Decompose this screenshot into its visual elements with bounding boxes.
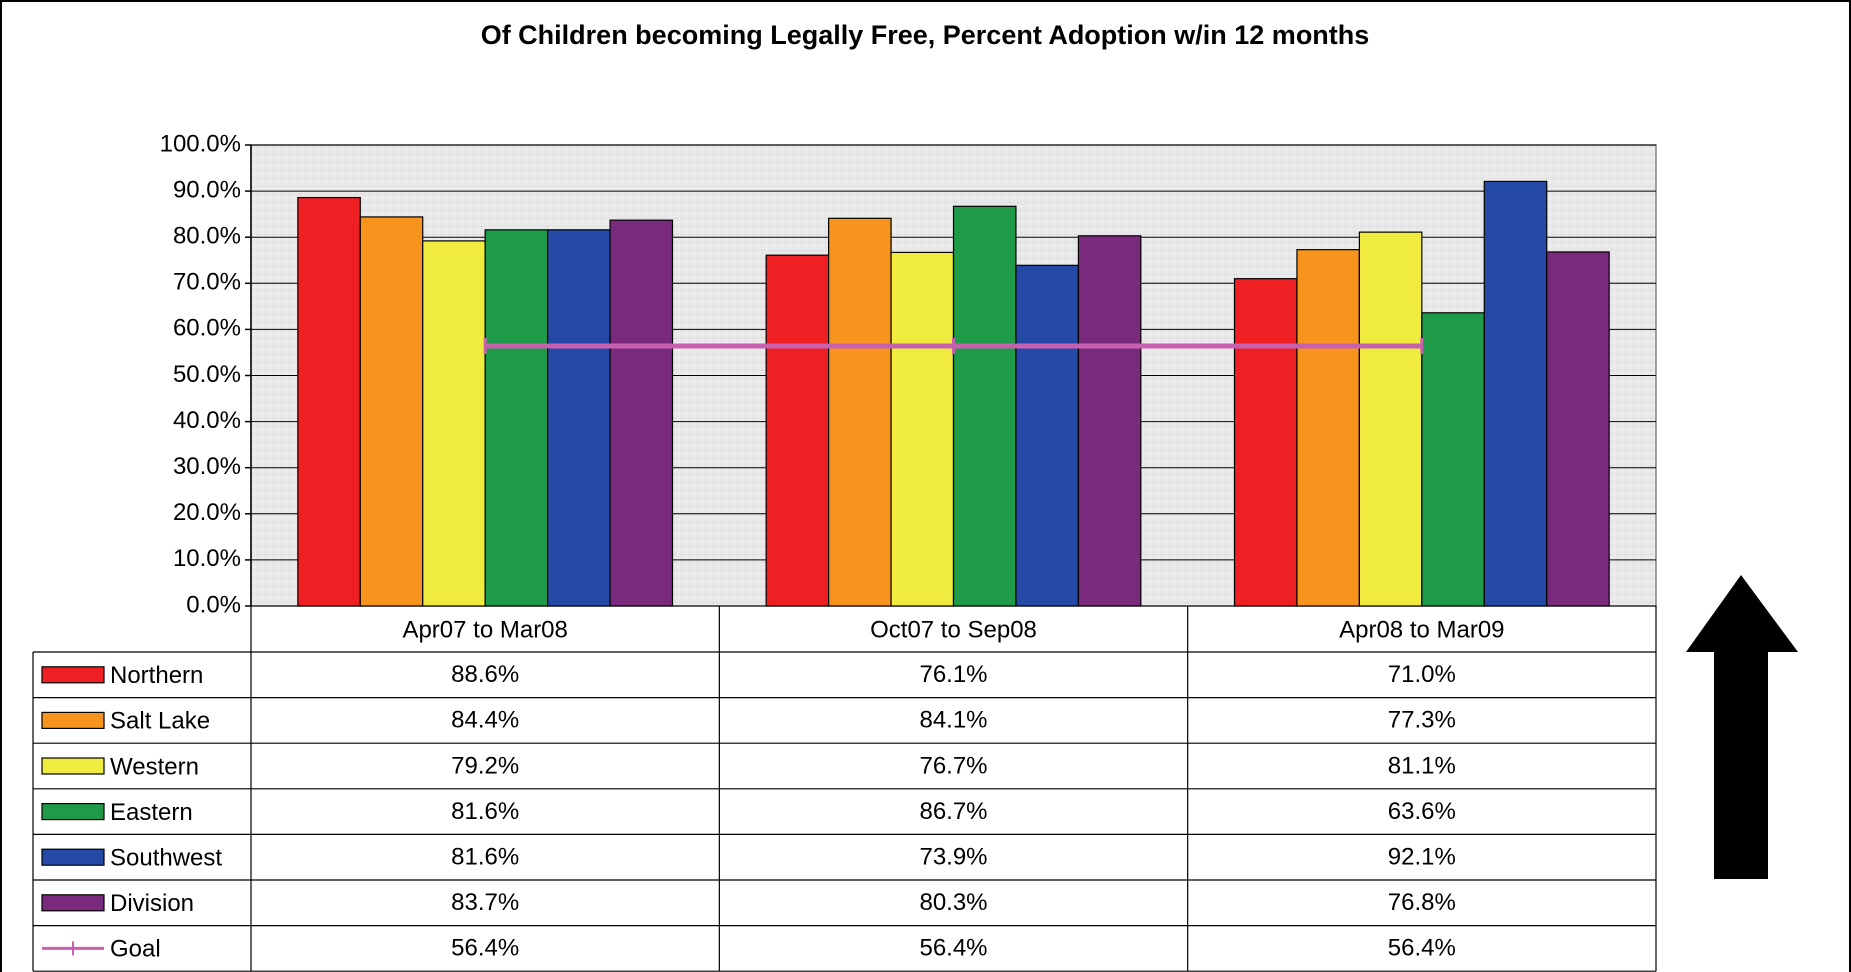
- table-value: 81.1%: [1388, 752, 1456, 779]
- bar: [765, 254, 830, 607]
- table-value: 81.6%: [451, 844, 519, 871]
- table-value: 79.2%: [451, 752, 519, 779]
- y-tick-label: 60.0%: [173, 315, 241, 342]
- legend-swatch: [41, 711, 105, 730]
- bar: [547, 229, 611, 607]
- bar: [609, 219, 674, 607]
- legend-swatch: [41, 848, 105, 866]
- table-value: 63.6%: [1388, 798, 1456, 825]
- legend-label: Southwest: [110, 845, 222, 872]
- y-tick-label: 80.0%: [173, 223, 241, 250]
- bar: [1296, 249, 1360, 607]
- y-tick-label: 30.0%: [173, 453, 241, 480]
- bar: [1077, 235, 1142, 607]
- table-value: 81.6%: [451, 798, 519, 825]
- table-value: 56.4%: [451, 935, 519, 962]
- y-tick-label: 40.0%: [173, 407, 241, 434]
- y-tick-label: 100.0%: [160, 130, 241, 157]
- legend-label: Division: [110, 890, 194, 917]
- table-value: 77.3%: [1388, 707, 1456, 734]
- bar: [1233, 278, 1298, 607]
- table-value: 76.8%: [1388, 889, 1456, 916]
- table-value: 84.4%: [451, 707, 519, 734]
- x-tick-label: Oct07 to Sep08: [870, 616, 1037, 643]
- bar: [484, 229, 549, 607]
- legend-label: Northern: [110, 662, 203, 689]
- y-tick-label: 70.0%: [173, 269, 241, 296]
- bar: [1015, 264, 1079, 607]
- table-value: 76.7%: [919, 752, 987, 779]
- x-tick-label: Apr08 to Mar09: [1339, 616, 1504, 643]
- bar: [297, 196, 361, 607]
- table-value: 56.4%: [919, 935, 987, 962]
- table-value: 80.3%: [919, 889, 987, 916]
- bar: [1358, 231, 1423, 607]
- bar: [1546, 251, 1610, 607]
- table-value: 73.9%: [919, 844, 987, 871]
- x-tick-label: Apr07 to Mar08: [402, 616, 567, 643]
- table-value: 84.1%: [919, 707, 987, 734]
- table-value: 83.7%: [451, 889, 519, 916]
- table-value: 88.6%: [451, 661, 519, 688]
- bar: [422, 240, 486, 607]
- table-value: 76.1%: [919, 661, 987, 688]
- bar: [359, 216, 424, 607]
- bar: [828, 217, 892, 607]
- bar: [1421, 312, 1485, 607]
- table-value: 56.4%: [1388, 935, 1456, 962]
- legend-swatch: [41, 757, 105, 775]
- arrow-icon: [1686, 575, 1798, 879]
- y-tick-label: 10.0%: [173, 545, 241, 572]
- table-value: 92.1%: [1388, 844, 1456, 871]
- bar: [952, 205, 1017, 607]
- bar: [1483, 180, 1548, 607]
- y-tick-label: 90.0%: [173, 176, 241, 203]
- table-value: 86.7%: [919, 798, 987, 825]
- legend-label: Eastern: [110, 799, 193, 826]
- legend-swatch: [41, 666, 105, 684]
- bar: [890, 251, 955, 607]
- legend-label: Goal: [110, 936, 161, 963]
- legend-swatch: [41, 894, 105, 912]
- table-value: 71.0%: [1388, 661, 1456, 688]
- y-tick-label: 20.0%: [173, 499, 241, 526]
- y-tick-label: 0.0%: [186, 591, 241, 618]
- legend-label: Salt Lake: [110, 708, 210, 735]
- legend-swatch: [41, 802, 105, 821]
- legend-label: Western: [110, 753, 199, 780]
- chart-title: Of Children becoming Legally Free, Perce…: [481, 20, 1370, 50]
- y-tick-label: 50.0%: [173, 361, 241, 388]
